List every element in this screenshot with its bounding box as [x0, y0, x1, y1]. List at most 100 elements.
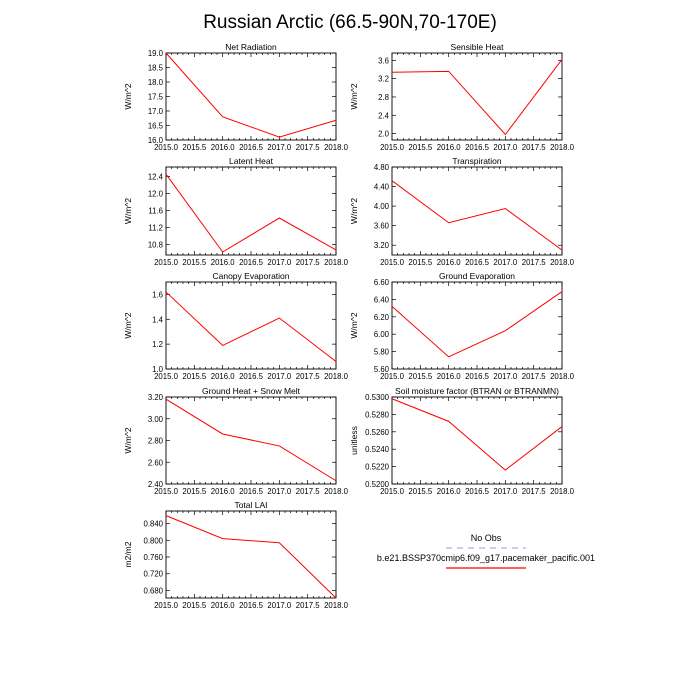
y-tick-label: 16.5 — [148, 122, 164, 131]
x-tick-label: 2015.5 — [182, 143, 207, 152]
y-axis-label: unitless — [349, 426, 359, 455]
x-tick-label: 2015.5 — [182, 258, 207, 267]
series-line — [391, 180, 563, 251]
x-tick-label: 2017.0 — [493, 258, 518, 267]
plot-frame — [165, 166, 337, 256]
x-tick-label: 2017.0 — [267, 601, 292, 610]
y-tick-label: 0.5240 — [365, 445, 390, 454]
x-tick-label: 2017.5 — [296, 487, 321, 496]
x-tick-label: 2016.5 — [239, 372, 264, 381]
x-tick-label: 2016.0 — [211, 258, 236, 267]
legend-model-label: b.e21.BSSP370cmip6.f09_g17.pacemaker_pac… — [377, 553, 595, 563]
y-axis-label: W/m^2 — [123, 312, 133, 338]
x-tick-label: 2016.5 — [239, 143, 264, 152]
x-tick-label: 2015.0 — [154, 372, 179, 381]
x-tick-label: 2018.0 — [550, 372, 575, 381]
x-tick-label: 2016.5 — [239, 258, 264, 267]
x-tick-label: 2018.0 — [550, 143, 575, 152]
plot-frame — [165, 510, 337, 599]
y-tick-label: 5.60 — [374, 365, 390, 374]
x-tick-label: 2015.0 — [154, 143, 179, 152]
x-tick-label: 2018.0 — [324, 372, 349, 381]
panel-1: Net Radiation W/m^2 2015.0 2015.5 2016.0 2016… — [123, 42, 349, 152]
y-tick-label: 18.0 — [148, 78, 164, 87]
y-tick-label: 0.5260 — [365, 428, 390, 437]
x-tick-label: 2015.5 — [408, 372, 433, 381]
panel-title: Net Radiation — [225, 42, 277, 52]
y-tick-label: 16.0 — [148, 136, 164, 145]
series-line — [391, 291, 563, 358]
x-tick-label: 2015.5 — [408, 487, 433, 496]
y-tick-label: 0.800 — [143, 536, 163, 545]
x-tick-label: 2017.5 — [522, 258, 547, 267]
series-line — [165, 291, 337, 362]
y-tick-label: 0.760 — [143, 553, 163, 562]
y-tick-label: 3.60 — [374, 222, 390, 231]
panel-7: Ground Heat + Snow Melt W/m^2 2015.0 2015.5… — [123, 386, 349, 496]
x-tick-label: 2016.0 — [437, 372, 462, 381]
series-line — [165, 52, 337, 138]
x-tick-label: 2017.0 — [493, 143, 518, 152]
y-axis-label: W/m^2 — [123, 83, 133, 109]
y-tick-label: 2.4 — [378, 111, 390, 120]
x-tick-label: 2018.0 — [550, 487, 575, 496]
x-tick-label: 2016.0 — [437, 143, 462, 152]
panel-title: Ground Evaporation — [439, 271, 515, 281]
x-tick-label: 2015.0 — [380, 258, 405, 267]
panel-5: Canopy Evaporation W/m^2 2015.0 2015.5 2016.… — [123, 271, 349, 381]
plot-frame — [165, 281, 337, 370]
panel-3: Latent Heat W/m^2 2015.0 2015.5 2016.0 2016.5… — [123, 156, 349, 267]
y-axis-label: W/m^2 — [349, 198, 359, 224]
x-tick-label: 2017.5 — [296, 372, 321, 381]
y-tick-label: 17.0 — [148, 107, 164, 116]
y-tick-label: 11.2 — [148, 223, 163, 232]
y-tick-label: 6.00 — [374, 330, 390, 339]
y-tick-label: 3.20 — [374, 241, 390, 250]
y-tick-label: 1.2 — [152, 340, 163, 349]
y-tick-label: 0.720 — [143, 570, 163, 579]
y-tick-label: 12.4 — [148, 172, 164, 181]
y-tick-label: 3.20 — [148, 393, 164, 402]
x-tick-label: 2016.5 — [465, 143, 490, 152]
panel-title: Latent Heat — [229, 156, 274, 166]
y-axis-label: W/m^2 — [349, 312, 359, 338]
y-tick-label: 3.00 — [148, 415, 164, 424]
x-tick-label: 2015.0 — [154, 258, 179, 267]
x-tick-label: 2017.0 — [267, 143, 292, 152]
y-tick-label: 2.80 — [148, 437, 164, 446]
x-tick-label: 2016.0 — [437, 487, 462, 496]
legend: No Obs b.e21.BSSP370cmip6.f09_g17.pacema… — [377, 533, 595, 569]
series-line — [165, 515, 337, 599]
series-line — [391, 398, 563, 471]
plot-frame — [391, 281, 563, 370]
y-tick-label: 0.840 — [143, 520, 163, 529]
panel-6: Ground Evaporation W/m^2 2015.0 2015.5 2016.… — [349, 271, 575, 381]
x-tick-label: 2017.5 — [296, 143, 321, 152]
y-tick-label: 4.40 — [374, 183, 390, 192]
x-tick-label: 2016.0 — [211, 487, 236, 496]
panel-2: Sensible Heat W/m^2 2015.0 2015.5 2016.0 2016… — [349, 42, 575, 152]
y-tick-label: 6.40 — [374, 295, 390, 304]
x-tick-label: 2015.5 — [182, 372, 207, 381]
x-tick-label: 2016.5 — [465, 487, 490, 496]
panel-title: Soil moisture factor (BTRAN or BTRANMN) — [395, 386, 559, 396]
x-tick-label: 2016.0 — [211, 372, 236, 381]
x-tick-label: 2018.0 — [550, 258, 575, 267]
x-tick-label: 2015.5 — [182, 487, 207, 496]
x-tick-label: 2015.0 — [154, 601, 179, 610]
panel-8: Soil moisture factor (BTRAN or BTRANMN) u… — [349, 386, 575, 496]
y-tick-label: 4.00 — [374, 202, 390, 211]
panel-title: Transpiration — [452, 156, 502, 166]
x-tick-label: 2015.0 — [380, 143, 405, 152]
x-tick-label: 2017.5 — [296, 258, 321, 267]
panel-title: Ground Heat + Snow Melt — [202, 386, 301, 396]
figure-title: Russian Arctic (66.5-90N,70-170E) — [203, 12, 497, 33]
x-tick-label: 2017.5 — [522, 487, 547, 496]
y-axis-label: W/m^2 — [123, 427, 133, 453]
y-tick-label: 0.5200 — [365, 480, 390, 489]
y-tick-label: 0.5300 — [365, 393, 390, 402]
panel-title: Canopy Evaporation — [212, 271, 289, 281]
y-tick-label: 11.6 — [148, 206, 163, 215]
y-tick-label: 12.0 — [148, 189, 164, 198]
